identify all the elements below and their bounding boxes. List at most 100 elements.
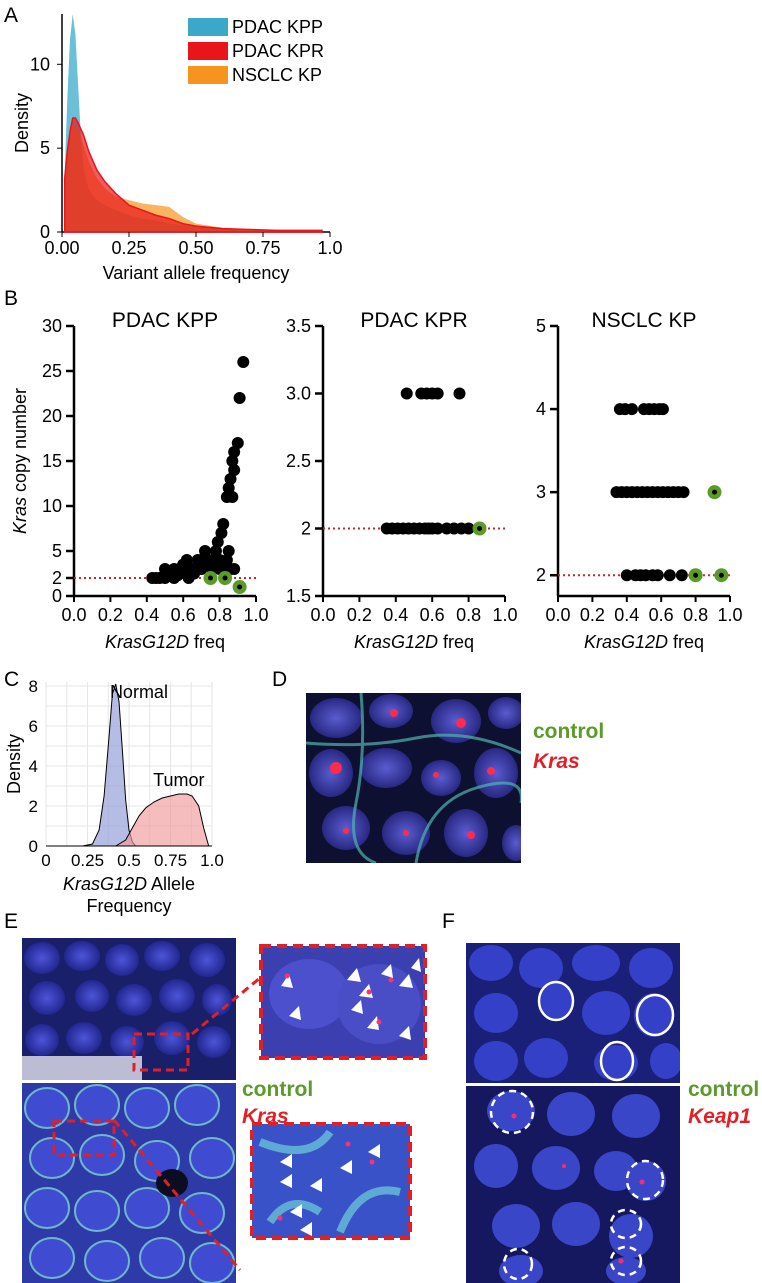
a-legend-swatch [188,66,228,84]
b-ytick-label: 2 [301,519,311,539]
b-point [173,563,186,575]
micrograph-f-top [466,943,680,1083]
b-xtick-label: 0.0 [310,605,335,625]
a-xtick-label: 0.25 [111,238,146,258]
b-ytick-label: 30 [42,316,62,336]
b-point-green-core [222,575,228,581]
a-xtick-label: 0.50 [178,238,213,258]
c-xtick-label: 0.5 [117,851,141,870]
b-xtick-label: 0.8 [207,605,232,625]
b-point-green-core [718,572,724,578]
a-ytick-label: 10 [30,54,50,74]
b-ytick-label: 3 [536,482,546,502]
b-point [675,569,688,582]
panel-label-f: F [442,910,455,933]
a-legend-swatch [188,18,228,36]
micrograph-e-zoom-bottom [250,1122,412,1240]
micrograph-e-zoom-top [259,944,427,1060]
b-ytick-label: 15 [42,451,62,471]
b-point [233,392,246,404]
panel-label-b: B [4,287,19,310]
b-point [188,567,201,580]
a-legend-label: PDAC KPP [232,17,323,37]
b-point [431,522,444,535]
c-series-1 [113,793,210,847]
b-xtick-label: 0.2 [347,605,372,625]
legend-f-control: control [688,1078,760,1101]
a-ytick-label: 5 [40,138,50,158]
b-xlabel: KrasG12D freq [354,632,474,652]
b-point [651,569,664,582]
b-point [462,522,475,535]
b-point [656,403,669,416]
b-point [224,473,237,485]
c-ytick-label: 6 [29,717,38,736]
b-xtick-label: 0.6 [171,605,196,625]
b-xtick-label: 1.0 [243,605,268,625]
c-ytick-label: 0 [29,837,38,856]
b-point [453,387,466,400]
a-legend-label: PDAC KPR [232,41,324,61]
b-xtick-label: 0.2 [580,605,605,625]
chart-b-nsclc-kp: NSCLC KP 0.0 0.2 0.4 0.6 0.8 1.0 2 3 4 5 KrasG12D f… [536,309,743,652]
chart-c-allele-density: 0 0.25 0.5 0.75 1.0 0 2 4 6 8 Normal Tumor KrasG12D … [4,677,224,916]
b-point [228,563,241,575]
c-series-0 [82,683,137,847]
b-point [226,455,239,467]
b-point [677,486,690,499]
b-xlabel: KrasG12D freq [584,632,704,652]
b-ytick-label: 5 [52,541,62,561]
c-xtick-label: 1.0 [200,851,224,870]
b-point [219,558,232,571]
a-legend-label: NSCLC KP [232,65,322,85]
micrograph-e-bottom [22,1083,236,1283]
panel-label-e: E [4,910,19,933]
b-ytick-label: 20 [42,406,62,426]
b-ytick-label: 1.5 [286,586,311,606]
b-ytick-label: 2 [536,565,546,585]
b-point-green-core [208,575,213,581]
c-ytick-label: 2 [29,797,38,816]
b-point [199,545,212,557]
panel-label-a: A [4,4,19,27]
b-ytick-label: 0 [52,586,62,606]
b-point [625,403,638,416]
b-point [620,569,633,582]
b-point [217,518,230,530]
b-point [209,545,222,557]
panel-label-c: C [4,668,20,691]
legend-f-keap1: Keap1 [688,1105,752,1128]
b-point [237,356,250,368]
b-xtick-label: 0.0 [545,605,570,625]
b-xtick-label: 0.4 [134,605,159,625]
b-point [211,536,224,548]
b-title-1: PDAC KPP [112,309,218,332]
micrograph-e-top [22,938,236,1080]
b-point [204,558,217,571]
b-ytick-label: 5 [536,316,546,336]
b-ylabel: Kras copy number [10,388,30,534]
b-ytick-label: 2.5 [286,451,311,471]
b-ytick-label: 3.5 [286,316,311,336]
c-annotation-normal: Normal [110,682,168,702]
c-xlabel-line2: Frequency [86,896,171,916]
b-point-green-core [693,572,699,578]
legend-e-control: control [242,1078,314,1101]
b-xtick-label: 1.0 [492,605,517,625]
zoom-connectors-e [112,976,261,1271]
a-ylabel: Density [12,93,32,153]
chart-a-density: 0.00 0.25 0.50 0.75 1.0 0 5 10 Variant allele fr… [12,14,343,283]
b-point [159,563,171,575]
panel-label-d: D [272,668,288,691]
b-point [222,545,235,557]
b-xtick-label: 1.0 [717,605,742,625]
legend-d-kras: Kras [533,750,580,773]
b-xlabel: KrasG12D freq [105,632,225,652]
a-series-1 [63,117,323,233]
b-point [149,572,162,584]
b-point [180,554,193,566]
b-ytick-label: 2 [52,568,62,588]
b-ytick-label: 25 [42,361,62,381]
c-ytick-label: 4 [29,757,38,776]
